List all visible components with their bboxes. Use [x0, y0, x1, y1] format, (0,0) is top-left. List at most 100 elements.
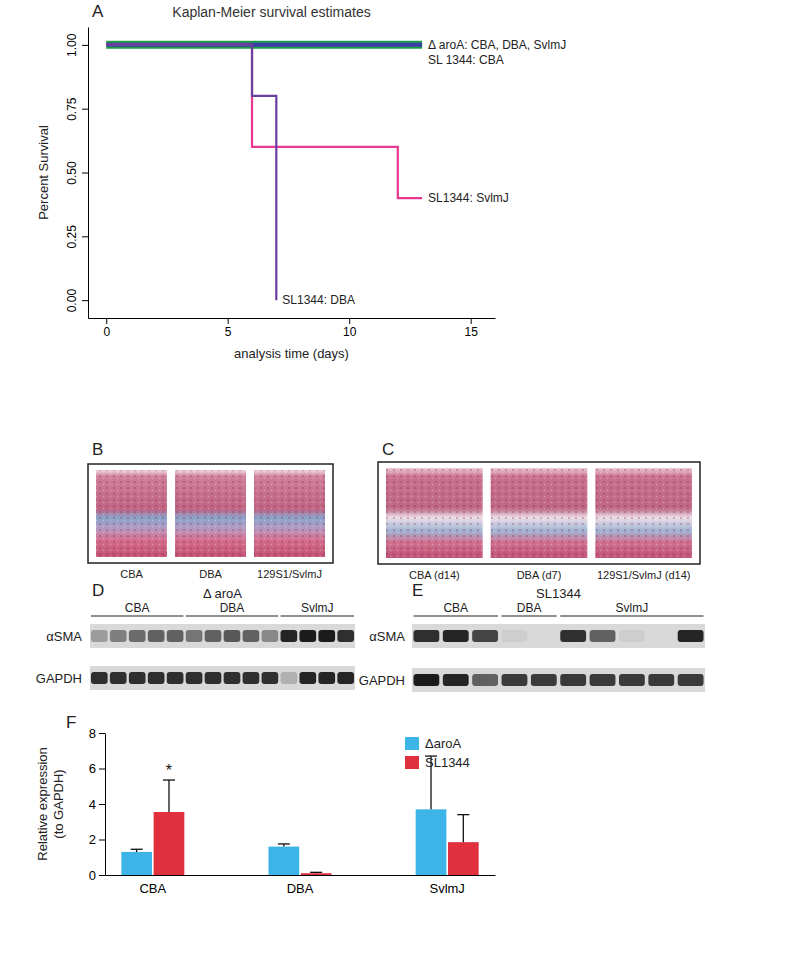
legend: ΔaroASL1344 [405, 736, 470, 770]
histology-image [595, 468, 692, 558]
band [243, 630, 260, 642]
tick: 2 [89, 832, 105, 847]
band [413, 630, 439, 642]
band [531, 674, 557, 686]
row-label: GAPDH [36, 671, 82, 686]
band [337, 672, 354, 684]
band [502, 630, 528, 642]
group-line [413, 615, 498, 616]
blot-title: SL1344 [536, 586, 581, 601]
y-axis-title: Percent Survival [36, 125, 51, 220]
group-label: DBA [220, 601, 245, 615]
band [186, 672, 203, 684]
tick-label: CBA [139, 881, 166, 896]
error-bar [163, 780, 175, 812]
band [648, 674, 674, 686]
image-caption: CBA [120, 568, 143, 580]
band [281, 630, 298, 642]
tick: 10 [343, 318, 357, 339]
band [205, 672, 222, 684]
axis-line [105, 734, 106, 876]
band [678, 674, 704, 686]
tick-mark [82, 236, 88, 237]
tick-label: 1.00 [65, 33, 79, 57]
image-caption: 129S1/SvlmJ [257, 568, 322, 580]
band [590, 674, 616, 686]
blot-row [413, 630, 703, 642]
band [129, 630, 146, 642]
error-cap [278, 843, 290, 844]
image-caption: DBA [199, 568, 222, 580]
tick-label: 15 [465, 325, 479, 339]
axis-line [88, 28, 89, 319]
series-label: Δ aroA: CBA, DBA, SvlmJ [428, 38, 566, 52]
band [413, 674, 439, 686]
tick-mark [82, 45, 88, 46]
band [243, 672, 260, 684]
band [560, 630, 586, 642]
legend-swatch [405, 737, 419, 750]
tick-label: 5 [225, 325, 232, 339]
error-cap [310, 872, 322, 873]
group-label: SvlmJ [301, 601, 334, 615]
band [678, 630, 704, 642]
band [224, 672, 241, 684]
tick: SvlmJ [429, 881, 464, 896]
image-caption: 129S1/SvlmJ (d14) [597, 569, 691, 581]
tick: 0.00 [65, 289, 88, 313]
tick-mark [349, 318, 350, 324]
tick-label: SvlmJ [429, 881, 464, 896]
group-line [281, 615, 355, 616]
band [186, 630, 203, 642]
panel-frame [378, 462, 700, 564]
chart-title: Kaplan-Meier survival estimates [172, 4, 370, 20]
tick: 4 [89, 797, 105, 812]
band [91, 630, 108, 642]
error-bar [310, 872, 322, 874]
band [443, 674, 469, 686]
band [224, 630, 241, 642]
row-label: αSMA [46, 629, 82, 644]
blot-row [91, 630, 354, 642]
group-line [502, 615, 557, 616]
band [91, 672, 108, 684]
tick-label: 10 [343, 325, 357, 339]
histology-texture [96, 470, 167, 557]
histology-image [96, 470, 167, 557]
tick: 0 [89, 868, 105, 883]
x-axis: 051015 [89, 318, 496, 339]
panel-label: E [412, 581, 423, 600]
tick: 0.25 [65, 225, 88, 249]
group-line [91, 615, 184, 616]
image-caption: DBA (d7) [517, 569, 562, 581]
blot-background [90, 624, 355, 648]
histology-texture [491, 468, 588, 558]
histology-texture [595, 468, 692, 558]
tick: 5 [225, 318, 232, 339]
tick-mark [471, 318, 472, 324]
legend-label: ΔaroA [425, 736, 461, 751]
histology-texture [386, 468, 483, 558]
band [148, 630, 165, 642]
tick: DBA [287, 881, 314, 896]
tick: 0.50 [65, 161, 88, 185]
tick: 6 [89, 761, 105, 776]
band [502, 674, 528, 686]
blot-title: Δ aroA [203, 586, 242, 601]
tick-label: 8 [89, 726, 96, 741]
row-label: GAPDH [359, 673, 405, 688]
tick-mark [82, 109, 88, 110]
panel-label: F [66, 713, 76, 732]
error-stem [168, 780, 169, 812]
bar [121, 852, 152, 875]
group-label: DBA [517, 601, 542, 615]
x-axis-title: analysis time (days) [234, 346, 349, 361]
bar [448, 842, 479, 875]
error-cap [131, 849, 143, 850]
tick-label: 2 [89, 832, 96, 847]
band [590, 630, 616, 642]
blot-row [413, 674, 703, 686]
band [560, 674, 586, 686]
error-cap [163, 779, 175, 780]
tick-label: 0.00 [65, 289, 79, 313]
